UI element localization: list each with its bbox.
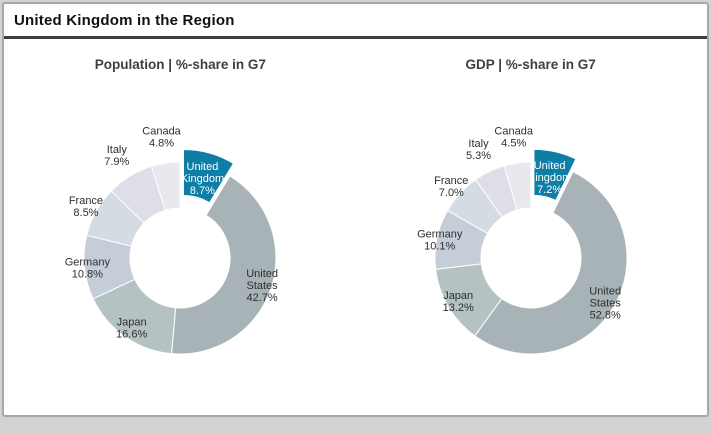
charts-row: Population | %-share in G7 United Kingdom… xyxy=(4,39,707,384)
slice-canada xyxy=(151,161,181,211)
page-title: United Kingdom in the Region xyxy=(14,12,235,29)
gdp-donut: United Kingdom 7.2% United States 52.8% Japan 1… xyxy=(417,125,628,355)
slice-label-canada: Canada 4.5% xyxy=(494,125,533,149)
slice-label-italy: Italy 7.9% xyxy=(105,144,130,168)
slice-label-japan: Japan 16.6% xyxy=(116,316,147,340)
slice-label-united-kingdom: United Kingdom 8.7% xyxy=(181,161,224,197)
slice-label-germany: Germany 10.8% xyxy=(65,256,111,280)
slice-canada xyxy=(503,161,532,211)
population-chart-title: Population | %-share in G7 xyxy=(94,57,266,72)
slice-label-united-kingdom: United Kingdom 7.2% xyxy=(528,160,571,196)
report-card: United Kingdom in the Region Population … xyxy=(2,2,709,417)
slice-label-italy: Italy 5.3% xyxy=(466,138,491,162)
slice-label-germany: Germany 10.1% xyxy=(417,229,463,253)
population-chart: Population | %-share in G7 United Kingdom… xyxy=(6,49,354,384)
slice-label-japan: Japan 13.2% xyxy=(442,290,473,314)
gdp-chart-title: GDP | %-share in G7 xyxy=(465,57,596,72)
slice-label-france: France 7.0% xyxy=(434,175,468,199)
population-donut: United Kingdom 8.7% United States 42.7% Japan 1… xyxy=(65,126,279,355)
gdp-chart: GDP | %-share in G7 United Kingdom 7.2% Uni… xyxy=(357,49,705,384)
slice-label-canada: Canada 4.8% xyxy=(143,126,182,150)
slice-united-kingdom xyxy=(183,148,235,204)
slice-label-united-states: United States 52.8% xyxy=(589,285,621,321)
slice-united-kingdom xyxy=(533,148,577,202)
slice-united-states xyxy=(473,170,628,355)
slice-label-france: France 8.5% xyxy=(69,195,103,219)
slice-label-united-states: United States 42.7% xyxy=(247,268,279,304)
card-header: United Kingdom in the Region xyxy=(4,4,707,39)
slice-united-states xyxy=(171,175,277,355)
